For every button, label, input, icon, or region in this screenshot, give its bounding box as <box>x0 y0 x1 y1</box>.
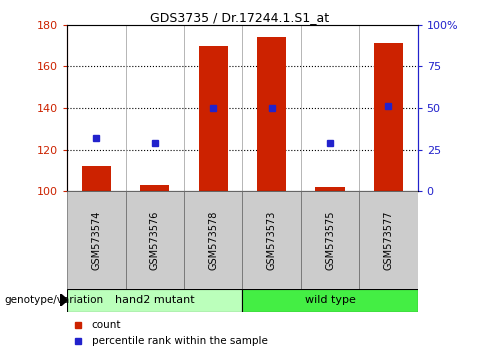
Bar <box>126 25 184 191</box>
Bar <box>359 25 418 191</box>
Text: wild type: wild type <box>305 295 355 305</box>
Bar <box>184 25 242 191</box>
Text: GSM573577: GSM573577 <box>384 210 394 270</box>
Bar <box>199 46 228 191</box>
Text: count: count <box>92 320 121 330</box>
Text: GDS3735 / Dr.17244.1.S1_at: GDS3735 / Dr.17244.1.S1_at <box>150 11 330 24</box>
Bar <box>184 191 242 289</box>
Bar <box>126 191 184 289</box>
Bar <box>67 191 126 289</box>
Bar <box>67 25 126 191</box>
Polygon shape <box>60 294 68 306</box>
Bar <box>140 185 169 191</box>
Bar <box>82 166 111 191</box>
Bar <box>374 44 403 191</box>
Bar <box>257 37 286 191</box>
Text: GSM573578: GSM573578 <box>208 210 218 269</box>
Text: hand2 mutant: hand2 mutant <box>115 295 194 305</box>
Text: GSM573575: GSM573575 <box>325 210 335 270</box>
Bar <box>242 289 418 312</box>
Bar <box>301 191 359 289</box>
Bar <box>242 25 301 191</box>
Text: percentile rank within the sample: percentile rank within the sample <box>92 336 268 346</box>
Text: genotype/variation: genotype/variation <box>5 295 104 305</box>
Text: GSM573576: GSM573576 <box>150 210 160 269</box>
Bar <box>67 289 242 312</box>
Bar <box>242 191 301 289</box>
Bar <box>301 25 359 191</box>
Text: GSM573573: GSM573573 <box>266 210 276 269</box>
Bar <box>359 191 418 289</box>
Bar <box>315 187 345 191</box>
Text: GSM573574: GSM573574 <box>91 210 101 269</box>
